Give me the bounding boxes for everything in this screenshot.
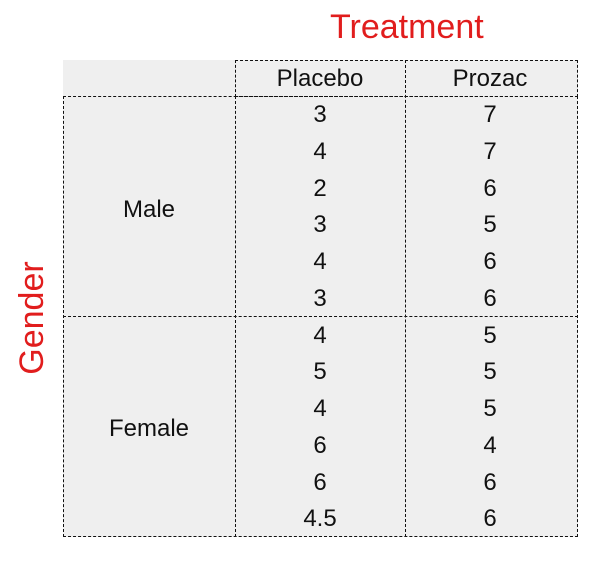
column-divider (405, 60, 406, 537)
table-cell-male-prozac-4: 5 (483, 211, 497, 239)
table-cell-male-prozac-2: 7 (483, 137, 497, 165)
table-cell-female-placebo-2: 5 (313, 358, 327, 386)
table-cell-female-placebo-1: 4 (313, 321, 327, 349)
table-cell-male-placebo-3: 2 (313, 174, 327, 202)
table-cell-male-placebo-5: 4 (313, 248, 327, 275)
column-header-prozac: Prozac (452, 65, 528, 92)
treatment-title: Treatment (330, 8, 484, 46)
table-cell-female-prozac-2: 5 (483, 358, 497, 386)
table-cell-female-placebo-3: 4 (313, 395, 327, 422)
table-cell-male-placebo-2: 4 (313, 137, 327, 165)
table-cell-female-prozac-1: 5 (483, 321, 497, 349)
table-cell-female-placebo-5: 6 (313, 468, 327, 496)
gender-label-female: Female (108, 415, 190, 442)
table-cell-male-prozac-1: 7 (483, 101, 497, 128)
gender-group-divider (63, 316, 578, 317)
table-cell-male-placebo-4: 3 (313, 211, 327, 239)
table-cell-female-prozac-4: 4 (483, 431, 497, 459)
gender-title: Gender (13, 261, 51, 375)
table-cell-female-prozac-6: 6 (483, 505, 497, 533)
table-cell-female-prozac-3: 5 (483, 395, 497, 422)
table-cell-female-placebo-4: 6 (313, 431, 327, 459)
table-cell-male-prozac-5: 6 (483, 248, 497, 275)
table-cell-male-prozac-6: 6 (483, 284, 497, 312)
table-cell-female-placebo-6: 4.5 (303, 505, 337, 533)
table-cell-female-prozac-5: 6 (483, 468, 497, 496)
gender-label-male: Male (122, 196, 176, 223)
table-background (63, 60, 578, 537)
table-cell-male-prozac-3: 6 (483, 174, 497, 202)
table-cell-male-placebo-1: 3 (313, 101, 327, 128)
table-cell-male-placebo-6: 3 (313, 284, 327, 312)
column-header-placebo: Placebo (276, 65, 364, 92)
